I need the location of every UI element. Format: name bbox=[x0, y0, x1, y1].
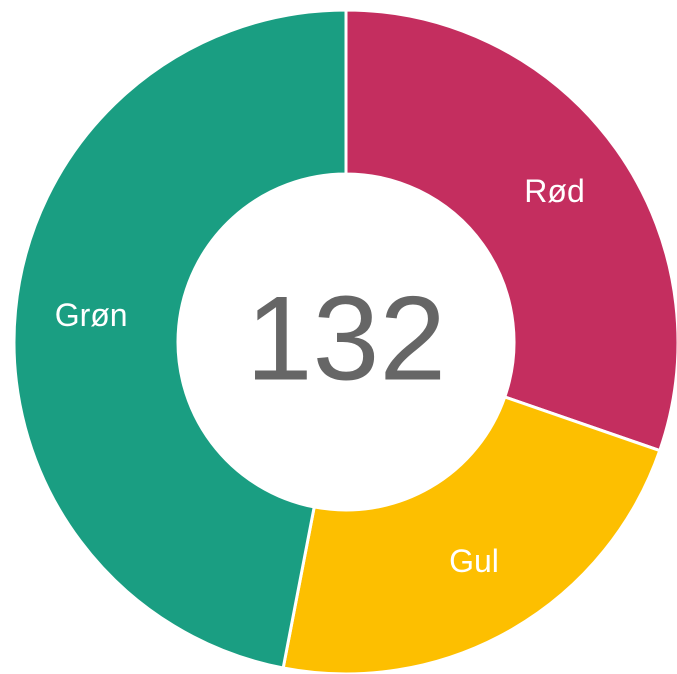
donut-segment bbox=[344, 8, 677, 453]
donut-segment bbox=[12, 8, 348, 670]
center-label: 132 bbox=[246, 272, 446, 406]
segment-label: Rød bbox=[524, 173, 584, 209]
donut-segment bbox=[281, 395, 662, 674]
segment-label: Gul bbox=[449, 543, 499, 579]
segments bbox=[12, 8, 677, 674]
segment-label: Grøn bbox=[55, 297, 128, 333]
